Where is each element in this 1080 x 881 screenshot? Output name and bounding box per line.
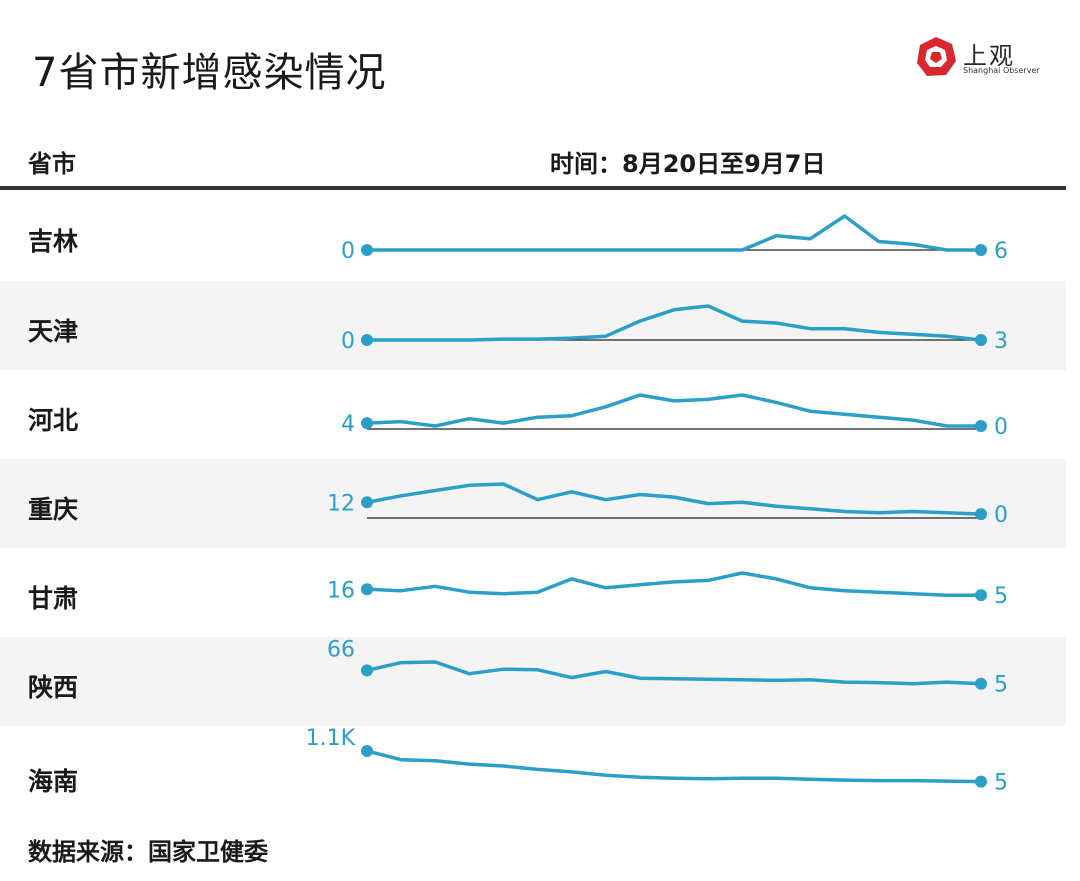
row-海南: 海南 1.1K 5 (0, 726, 1066, 815)
sparkline-重庆: 12 0 (327, 482, 1008, 528)
row-label: 海南 (28, 767, 79, 796)
start-value-label: 66 (327, 637, 355, 662)
end-value-label: 6 (994, 239, 1008, 264)
data-source: 数据来源：国家卫健委 (28, 838, 268, 866)
sparkline-甘肃: 16 5 (327, 571, 1008, 609)
header-rule (0, 186, 1066, 190)
end-point (975, 420, 987, 433)
end-point (975, 775, 987, 788)
start-value-label: 12 (327, 491, 355, 516)
logo-subtitle: Shanghai Observer (963, 66, 1040, 75)
series-line (365, 660, 983, 686)
logo-icon (917, 37, 956, 76)
chart-title: 7省市新增感染情况 (32, 50, 387, 96)
end-point (975, 508, 987, 521)
start-value-label: 0 (341, 239, 355, 264)
row-天津: 天津 0 3 (0, 281, 1066, 370)
start-point (361, 664, 373, 677)
end-point (975, 244, 987, 256)
start-value-label: 4 (341, 412, 355, 437)
series-line (365, 749, 983, 784)
end-value-label: 3 (994, 329, 1008, 354)
row-label: 天津 (28, 317, 79, 346)
row-河北: 河北 4 0 (0, 370, 1066, 459)
row-甘肃: 甘肃 16 5 (0, 548, 1066, 637)
start-point (361, 417, 373, 430)
logo: 上观 Shanghai Observer (915, 36, 1040, 80)
logo-name: 上观 (963, 42, 1015, 70)
header-province: 省市 (28, 150, 76, 178)
series-line (365, 304, 983, 342)
row-label: 吉林 (28, 227, 79, 256)
series-line (365, 571, 983, 597)
start-value-label: 0 (341, 329, 355, 354)
end-point (975, 589, 987, 602)
series-line (365, 393, 983, 428)
end-point (975, 334, 987, 346)
row-陕西: 陕西 66 5 (0, 637, 1066, 726)
start-point (361, 745, 373, 757)
start-point (361, 244, 373, 256)
series-line (365, 214, 983, 252)
row-吉林: 吉林 0 6 (0, 191, 1066, 280)
end-value-label: 0 (994, 503, 1008, 528)
sparkline-陕西: 66 5 (327, 637, 1008, 698)
row-重庆: 重庆 12 0 (0, 459, 1066, 548)
start-value-label: 16 (327, 578, 355, 603)
end-point (975, 677, 987, 690)
sparkline-海南: 1.1K 5 (306, 726, 1008, 796)
header-date-range: 时间：8月20日至9月7日 (550, 150, 826, 178)
end-value-label: 5 (994, 771, 1008, 796)
end-value-label: 0 (994, 415, 1008, 440)
start-point (361, 334, 373, 346)
series-line (365, 482, 983, 516)
end-value-label: 5 (994, 584, 1008, 609)
row-label: 重庆 (28, 495, 79, 524)
row-label: 陕西 (28, 673, 79, 702)
row-label: 甘肃 (28, 584, 79, 613)
start-point (361, 496, 373, 509)
end-value-label: 5 (994, 673, 1008, 698)
start-point (361, 583, 373, 596)
row-label: 河北 (28, 406, 79, 435)
start-value-label: 1.1K (306, 726, 356, 751)
